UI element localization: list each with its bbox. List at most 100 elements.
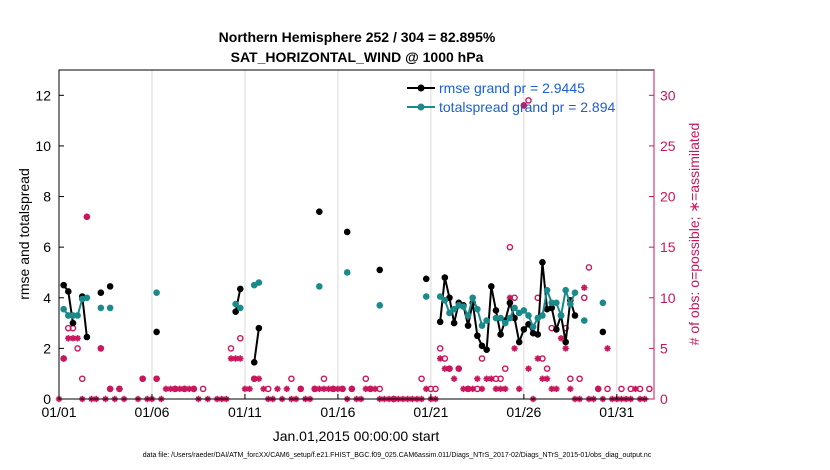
obs-possible-marker [78, 375, 86, 383]
y-axis-ticks: 0 2 4 6 8 10 12 [35, 87, 64, 407]
totalspread-point [543, 286, 551, 294]
totalspread-point [83, 294, 91, 302]
obs-possible-marker [585, 264, 593, 271]
totalspread-point [60, 305, 67, 313]
obs-asterisk-stroke [595, 386, 602, 392]
obs-possible-marker [227, 345, 235, 352]
obs-asterisk-stroke [325, 386, 332, 392]
totalspread-point [69, 312, 77, 319]
rmse-point [492, 307, 500, 314]
rmse-line-segment [234, 288, 242, 312]
obs-asterisk-stroke [256, 375, 262, 382]
totalspread-point [529, 323, 537, 331]
legend-spread-label: totalspread grand pr = 2.894 [439, 99, 616, 115]
legend-rmse-marker [417, 84, 425, 92]
y2-tick-label: 20 [660, 189, 676, 205]
obs-assimilated-marker [604, 345, 611, 352]
legend: rmse grand pr = 2.9445 totalspread grand… [407, 80, 616, 115]
rmse-point [343, 228, 351, 236]
x-tick-label: 01/11 [228, 404, 262, 420]
rmse-point [553, 326, 560, 333]
rmse-point [316, 208, 323, 216]
obs-asterisk-stroke [488, 375, 495, 382]
totalspread-point [441, 297, 449, 304]
obs-assimilated-marker [557, 335, 565, 342]
rmse-point [106, 283, 114, 290]
obs-assimilated-marker [260, 385, 267, 393]
obs-possible-marker [497, 375, 504, 383]
obs-asterisk-stroke [153, 375, 160, 382]
obs-assimilated-marker [543, 375, 551, 382]
obs-assimilated-marker [106, 385, 114, 393]
y2-axis-ticks: 0 5 10 15 20 25 30 [649, 70, 676, 407]
obs-assimilated-marker [274, 385, 281, 393]
obs-possible-marker [646, 385, 653, 393]
obs-asterisk-stroke [474, 375, 481, 382]
obs-asterisk-stroke [339, 386, 346, 392]
obs-asterisk-stroke [479, 386, 485, 392]
obs-asterisk-stroke [567, 386, 574, 392]
rmse-point [488, 283, 495, 290]
totalspread-point [316, 283, 323, 290]
totalspread-point [506, 314, 514, 322]
obs-asterisk-stroke [507, 294, 513, 301]
obs-assimilated-marker [632, 385, 639, 393]
totalspread-point [492, 314, 500, 322]
obs-asterisk-stroke [167, 386, 174, 392]
rmse-point [520, 326, 528, 333]
rmse-point [60, 281, 67, 289]
obs-assimilated-marker [455, 365, 462, 372]
obs-asterisk-stroke [237, 355, 244, 362]
obs-assimilated-marker [139, 375, 146, 382]
obs-assimilated-marker [534, 355, 541, 362]
totalspread-point [464, 312, 472, 319]
obs-assimilated-marker [515, 385, 523, 393]
y2-tick-label: 15 [660, 239, 676, 255]
obs-asterisk-stroke [107, 386, 113, 392]
totalspread-point [501, 319, 509, 327]
obs-asterisk-stroke [548, 386, 555, 392]
obs-asterisk-stroke [70, 335, 76, 342]
obs-asterisk-stroke [581, 284, 588, 291]
data-file-footnote: data file: /Users/raeder/DAI/ATM_forcXX/… [143, 452, 652, 459]
obs-assimilated-marker [469, 385, 476, 393]
obs-possible-marker [320, 375, 328, 383]
obs-possible-marker [362, 375, 370, 383]
y-tick-label: 4 [43, 290, 51, 306]
totalspread-point [460, 303, 467, 310]
obs-asterisk-stroke [558, 335, 564, 342]
obs-asterisk-stroke [98, 345, 104, 352]
obs-asterisk-stroke [297, 386, 304, 392]
totalspread-point [436, 293, 444, 300]
obs-assimilated-marker [371, 385, 379, 393]
totalspread-point [557, 312, 565, 319]
obs-asterisk-stroke [437, 355, 443, 362]
obs-asterisk-stroke [502, 386, 509, 392]
rmse-point [69, 319, 77, 327]
rmse-point [474, 332, 481, 340]
rmse-line-segment [81, 296, 88, 338]
series-totalspread [60, 269, 607, 331]
totalspread-point [446, 309, 453, 317]
obs-asterisk-stroke [525, 365, 532, 372]
y-tick-label: 0 [43, 391, 51, 407]
rmse-point [436, 318, 444, 326]
obs-asterisk-stroke [311, 386, 318, 392]
totalspread-point [236, 304, 244, 312]
obs-assimilated-marker [116, 385, 123, 393]
totalspread-point [483, 317, 490, 324]
rmse-point [478, 342, 486, 350]
obs-asterisk-stroke [372, 386, 378, 392]
obs-asterisk-stroke [172, 386, 179, 392]
rmse-point [599, 328, 607, 336]
series-layer [60, 208, 607, 366]
obs-asterisk-stroke [177, 386, 183, 392]
obs-assimilated-marker [511, 345, 518, 352]
obs-asterisk-stroke [321, 386, 327, 392]
obs-assimilated-marker [69, 335, 77, 342]
obs-asterisk-stroke [139, 375, 146, 382]
obs-asterisk-stroke [511, 345, 518, 352]
obs-asterisk-stroke [455, 365, 462, 372]
obs-asterisk-stroke [562, 345, 569, 352]
rmse-point [153, 328, 160, 336]
